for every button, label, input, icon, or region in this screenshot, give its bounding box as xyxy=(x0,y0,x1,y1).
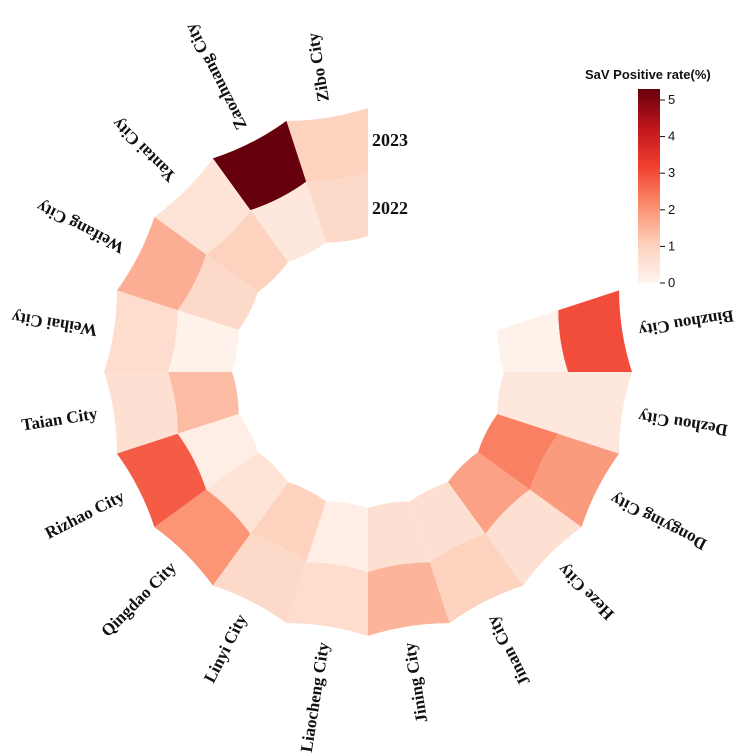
heatmap-cell-2023-linyi-city xyxy=(212,533,307,624)
heatmap-cell-2022-dongying-city xyxy=(478,414,559,490)
colorbar-title: SaV Positive rate(%) xyxy=(585,67,711,82)
heatmap-cell-2023-rizhao-city xyxy=(116,433,207,528)
heatmap-cell-2022-zibo-city xyxy=(306,172,368,243)
heatmap-cell-2023-liaocheng-city xyxy=(286,562,368,636)
colorbar-legend: SaV Positive rate(%) 0 1 2 3 4 5 xyxy=(585,67,711,290)
city-label-jinan-city: Jinan City xyxy=(482,612,534,689)
city-label-yantai-city: Yantai City xyxy=(108,114,180,186)
city-label-weifang-city: Weifang City xyxy=(33,197,127,258)
colorbar-gradient xyxy=(638,89,660,283)
heatmap-cell-2022-weihai-city xyxy=(168,310,239,372)
colorbar-tick-label: 3 xyxy=(668,165,675,180)
heatmap-cell-2023-zaozhuang-city xyxy=(212,120,307,211)
colorbar-tick-label: 5 xyxy=(668,92,675,107)
city-label-heze-city: Heze City xyxy=(554,560,618,624)
heatmap-cell-2023-taian-city xyxy=(104,372,178,454)
heatmap-cell-2022-heze-city xyxy=(447,451,530,534)
heatmap-cell-2022-binzhou-city xyxy=(497,310,568,372)
heatmap-cell-2022-zaozhuang-city xyxy=(250,181,326,262)
city-label-weihai-city: Weihai City xyxy=(10,308,99,340)
heatmap-cells xyxy=(104,108,632,636)
city-label-dezhou-city: Dezhou City xyxy=(636,407,729,440)
ring-label-2023: 2023 xyxy=(372,130,408,150)
colorbar-tick-label: 2 xyxy=(668,202,675,217)
city-label-zibo-city: Zibo City xyxy=(303,31,333,103)
colorbar-ticks: 0 1 2 3 4 5 xyxy=(660,92,675,290)
city-label-qingdao-city: Qingdao City xyxy=(97,558,180,641)
heatmap-cell-2023-weihai-city xyxy=(104,290,178,372)
heatmap-cell-2023-jining-city xyxy=(368,562,450,636)
heatmap-cell-2022-qingdao-city xyxy=(206,451,289,534)
heatmap-cell-2023-zibo-city xyxy=(286,108,368,182)
heatmap-cell-2022-dezhou-city xyxy=(497,372,568,434)
heatmap-cell-2023-weifang-city xyxy=(116,216,207,311)
colorbar-tick-label: 0 xyxy=(668,275,675,290)
ring-label-2022: 2022 xyxy=(372,198,408,218)
heatmap-cell-2023-dongying-city xyxy=(529,433,620,528)
city-label-rizhao-city: Rizhao City xyxy=(42,486,128,542)
heatmap-cell-2023-yantai-city xyxy=(154,158,251,255)
heatmap-cell-2023-heze-city xyxy=(485,489,582,586)
city-label-zaozhuang-city: Zaozhuang City xyxy=(181,20,251,133)
heatmap-cell-2023-jinan-city xyxy=(429,533,524,624)
city-label-binzhou-city: Binzhou City xyxy=(637,306,735,340)
colorbar-tick-label: 1 xyxy=(668,238,675,253)
heatmap-cell-2022-liaocheng-city xyxy=(306,501,368,572)
city-label-jining-city: Jining City xyxy=(400,641,431,724)
city-label-liaocheng-city: Liaocheng City xyxy=(297,640,333,753)
heatmap-cell-2022-linyi-city xyxy=(250,482,326,563)
heatmap-cell-2023-qingdao-city xyxy=(154,489,251,586)
city-label-linyi-city: Linyi City xyxy=(200,611,251,686)
heatmap-cell-2022-jining-city xyxy=(368,501,430,572)
city-label-dongying-city: Dongying City xyxy=(607,489,710,554)
heatmap-cell-2022-taian-city xyxy=(168,372,239,434)
colorbar-tick-label: 4 xyxy=(668,129,675,144)
city-label-taian-city: Taian City xyxy=(20,404,99,435)
heatmap-cell-2022-rizhao-city xyxy=(177,414,258,490)
heatmap-cell-2023-binzhou-city xyxy=(558,290,632,372)
heatmap-cell-2022-jinan-city xyxy=(410,482,486,563)
heatmap-cell-2022-weifang-city xyxy=(177,254,258,330)
heatmap-cell-2023-dezhou-city xyxy=(558,372,632,454)
heatmap-cell-2022-yantai-city xyxy=(206,210,289,293)
